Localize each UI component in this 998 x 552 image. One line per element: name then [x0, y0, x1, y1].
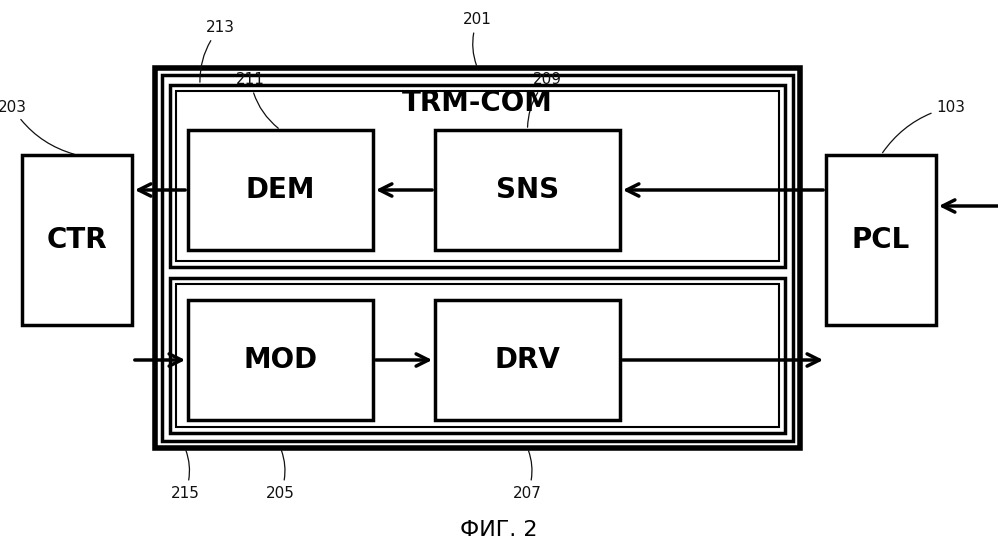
Text: 213: 213: [200, 20, 235, 82]
Bar: [826, 155, 936, 325]
Text: 103: 103: [882, 99, 965, 153]
Text: ФИГ. 2: ФИГ. 2: [460, 520, 538, 540]
Text: 203: 203: [0, 99, 74, 154]
Text: CTR: CTR: [47, 226, 108, 254]
Text: 201: 201: [463, 13, 492, 65]
Bar: [155, 68, 800, 448]
Bar: [176, 91, 779, 261]
Text: MOD: MOD: [244, 346, 317, 374]
Bar: [170, 278, 785, 433]
Text: DRV: DRV: [495, 346, 561, 374]
Bar: [188, 300, 373, 420]
Text: SNS: SNS: [496, 176, 559, 204]
Text: PCL: PCL: [852, 226, 910, 254]
Text: DEM: DEM: [246, 176, 315, 204]
Text: 207: 207: [513, 450, 542, 501]
Text: TRM-COM: TRM-COM: [402, 89, 553, 117]
Text: 211: 211: [237, 72, 278, 128]
Bar: [435, 130, 620, 250]
Bar: [435, 300, 620, 420]
Text: 209: 209: [528, 72, 562, 127]
Bar: [188, 130, 373, 250]
Bar: [170, 85, 785, 267]
Bar: [22, 155, 132, 325]
Text: 205: 205: [266, 450, 295, 501]
Bar: [176, 284, 779, 427]
Bar: [162, 75, 793, 441]
Text: 215: 215: [171, 450, 200, 501]
